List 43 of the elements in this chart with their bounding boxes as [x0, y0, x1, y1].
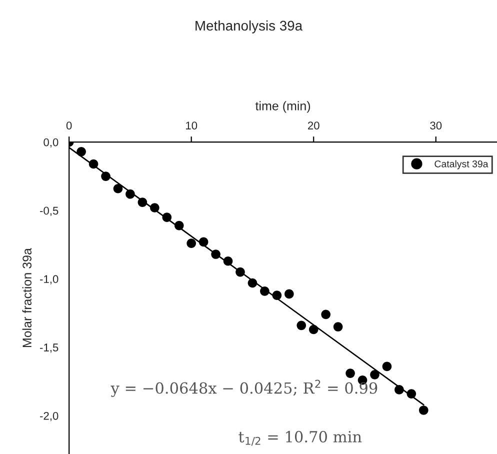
- point: [394, 385, 404, 394]
- y-tick-label: -0,5: [40, 206, 58, 216]
- x-tick-label: 0: [66, 122, 72, 130]
- x-tick-label: 30: [430, 122, 442, 130]
- point: [211, 250, 220, 259]
- point: [223, 256, 233, 266]
- point: [284, 289, 294, 299]
- x-tick-label: 20: [308, 122, 320, 130]
- point: [186, 238, 196, 248]
- point: [308, 324, 318, 334]
- y-tick-label: -1,0: [40, 275, 58, 284]
- point: [138, 198, 148, 207]
- point: [406, 389, 416, 398]
- annotation: y = −0.0648x − 0.0425; R$^{2}$ = 0.99: [110, 380, 378, 397]
- y-axis-title: Molar fraction 39a: [22, 248, 32, 348]
- legend-label: Catalyst 39a: [434, 160, 488, 170]
- chart-title: Methanolysis 39a: [196, 20, 303, 34]
- point: [333, 322, 343, 332]
- x-axis-title: time (min): [255, 101, 310, 113]
- point: [126, 189, 135, 199]
- point: [162, 212, 172, 222]
- point: [174, 220, 184, 230]
- point: [296, 320, 306, 330]
- y-tick-label: 0,0: [44, 138, 58, 148]
- point: [321, 310, 330, 320]
- point: [382, 362, 392, 372]
- point: [150, 203, 160, 212]
- point: [370, 370, 380, 380]
- point: [101, 172, 110, 181]
- point: [236, 267, 245, 277]
- point: [346, 368, 355, 378]
- point: [113, 184, 123, 194]
- point: [260, 286, 270, 296]
- point: [248, 278, 258, 288]
- point: [88, 159, 98, 169]
- point: [272, 290, 282, 300]
- point: [198, 237, 208, 247]
- point: [418, 406, 428, 415]
- x-tick-label: 10: [186, 122, 198, 130]
- annotation: t$_{1/2}$ = 10.70 min: [238, 430, 362, 446]
- point: [76, 147, 86, 156]
- y-tick-label: -2,0: [40, 412, 58, 422]
- y-tick-label: -1,5: [40, 344, 58, 353]
